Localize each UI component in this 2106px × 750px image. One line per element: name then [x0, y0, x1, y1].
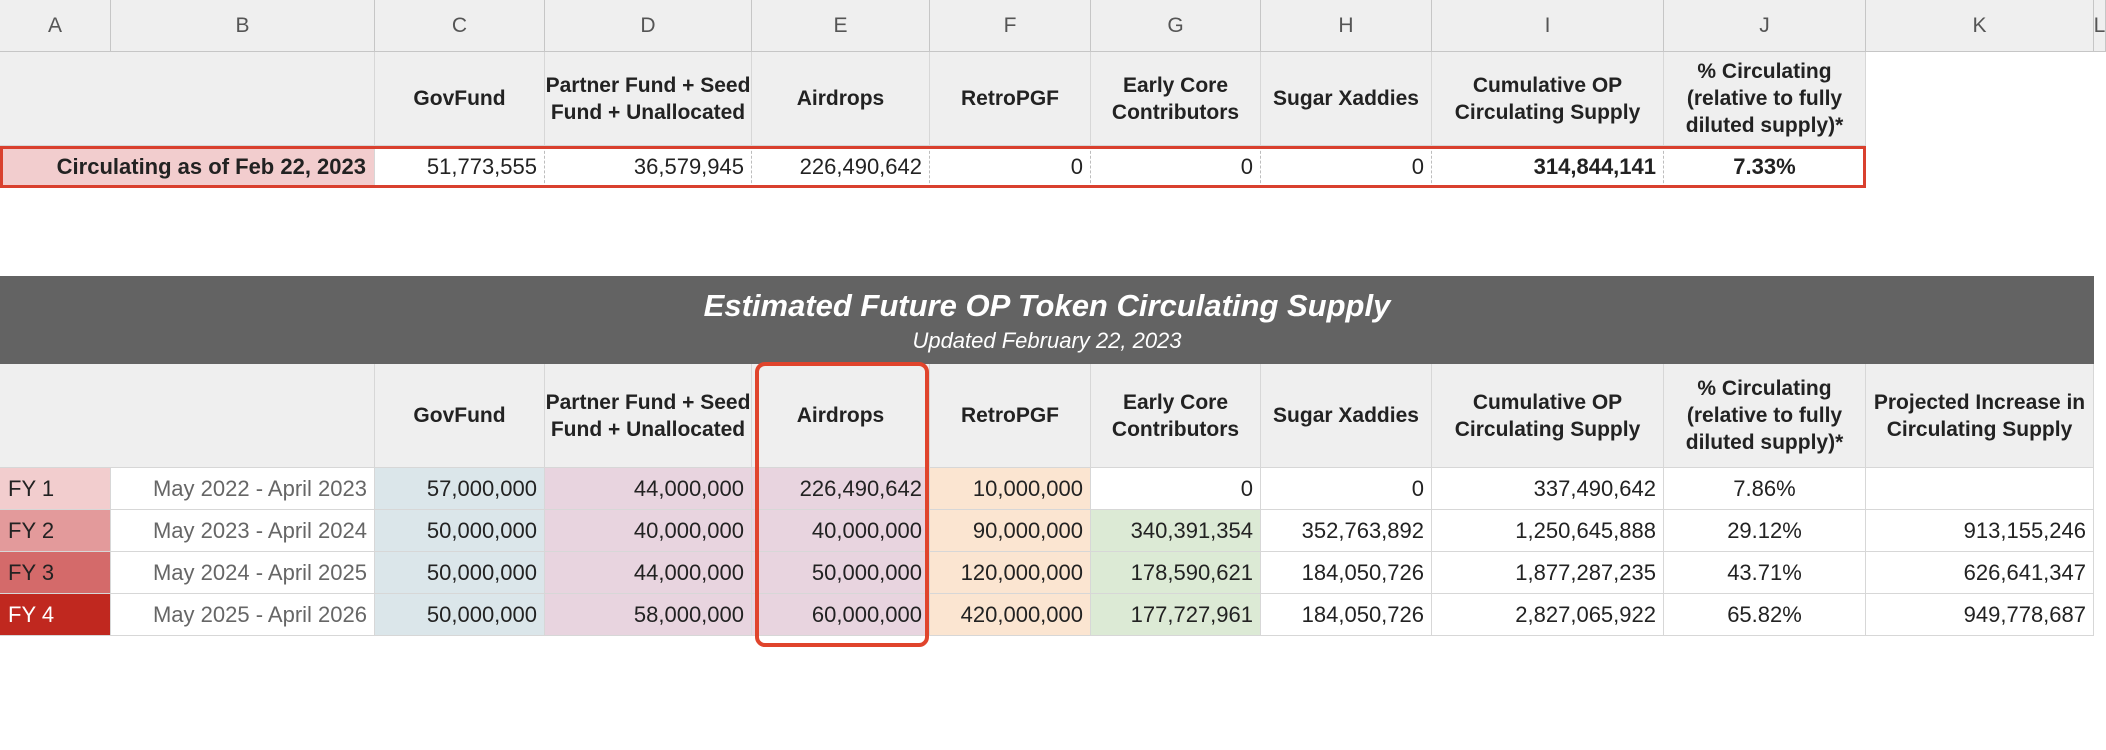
header2-early_core: Early Core Contributors — [1091, 364, 1261, 468]
header-sugar: Sugar Xaddies — [1261, 52, 1432, 146]
column-header-e[interactable]: E — [752, 0, 930, 52]
header2-partner_fund: Partner Fund + Seed Fund + Unallocated — [545, 364, 752, 468]
header2-retropgf: RetroPGF — [930, 364, 1091, 468]
fy-label: FY 2 — [0, 510, 111, 552]
fy-label: FY 3 — [0, 552, 111, 594]
current-value-govfund[interactable]: 51,773,555 — [375, 146, 545, 188]
current-value-partner_fund[interactable]: 36,579,945 — [545, 146, 752, 188]
cell-partner[interactable]: 44,000,000 — [545, 468, 752, 510]
cell-retro[interactable]: 120,000,000 — [930, 552, 1091, 594]
header-airdrops: Airdrops — [752, 52, 930, 146]
column-header-j[interactable]: J — [1664, 0, 1866, 52]
header2-cumulative: Cumulative OP Circulating Supply — [1432, 364, 1664, 468]
column-header-f[interactable]: F — [930, 0, 1091, 52]
cell-projected[interactable]: 626,641,347 — [1866, 552, 2094, 594]
current-value-cumulative[interactable]: 314,844,141 — [1432, 146, 1664, 188]
current-value-retropgf[interactable]: 0 — [930, 146, 1091, 188]
header-govfund: GovFund — [375, 52, 545, 146]
column-header-h[interactable]: H — [1261, 0, 1432, 52]
header-partner_fund: Partner Fund + Seed Fund + Unallocated — [545, 52, 752, 146]
header-cumulative: Cumulative OP Circulating Supply — [1432, 52, 1664, 146]
cell-early[interactable]: 340,391,354 — [1091, 510, 1261, 552]
cell-govfund[interactable]: 50,000,000 — [375, 510, 545, 552]
fy-period: May 2022 - April 2023 — [111, 468, 375, 510]
cell-retro[interactable]: 10,000,000 — [930, 468, 1091, 510]
column-header-l[interactable]: L — [2094, 0, 2106, 52]
cell-cumulative[interactable]: 1,250,645,888 — [1432, 510, 1664, 552]
table-title-banner: Estimated Future OP Token Circulating Su… — [0, 276, 2094, 364]
current-value-early_core[interactable]: 0 — [1091, 146, 1261, 188]
fy-period: May 2023 - April 2024 — [111, 510, 375, 552]
column-header-d[interactable]: D — [545, 0, 752, 52]
cell-cumulative[interactable]: 1,877,287,235 — [1432, 552, 1664, 594]
header-blank-ab — [0, 52, 375, 146]
cell-early[interactable]: 178,590,621 — [1091, 552, 1261, 594]
cell-pct[interactable]: 43.71% — [1664, 552, 1866, 594]
column-header-i[interactable]: I — [1432, 0, 1664, 52]
header2-projected: Projected Increase in Circulating Supply — [1866, 364, 2094, 468]
cell-early[interactable]: 177,727,961 — [1091, 594, 1261, 636]
cell-sugar[interactable]: 184,050,726 — [1261, 594, 1432, 636]
banner-subtitle: Updated February 22, 2023 — [912, 328, 1182, 353]
header2-pct_circ: % Circulating (relative to fully diluted… — [1664, 364, 1866, 468]
header-early_core: Early Core Contributors — [1091, 52, 1261, 146]
cell-partner[interactable]: 44,000,000 — [545, 552, 752, 594]
cell-sugar[interactable]: 184,050,726 — [1261, 552, 1432, 594]
cell-cumulative[interactable]: 2,827,065,922 — [1432, 594, 1664, 636]
cell-sugar[interactable]: 352,763,892 — [1261, 510, 1432, 552]
cell-partner[interactable]: 40,000,000 — [545, 510, 752, 552]
header2-sugar: Sugar Xaddies — [1261, 364, 1432, 468]
column-header-a[interactable]: A — [0, 0, 111, 52]
fy-label: FY 4 — [0, 594, 111, 636]
current-value-pct_circ[interactable]: 7.33% — [1664, 146, 1866, 188]
fy-period: May 2024 - April 2025 — [111, 552, 375, 594]
cell-airdrops[interactable]: 50,000,000 — [752, 552, 930, 594]
current-value-sugar[interactable]: 0 — [1261, 146, 1432, 188]
banner-title: Estimated Future OP Token Circulating Su… — [703, 288, 1391, 323]
current-value-airdrops[interactable]: 226,490,642 — [752, 146, 930, 188]
fy-period: May 2025 - April 2026 — [111, 594, 375, 636]
column-header-k[interactable]: K — [1866, 0, 2094, 52]
cell-retro[interactable]: 90,000,000 — [930, 510, 1091, 552]
current-row-label: Circulating as of Feb 22, 2023 — [0, 146, 375, 188]
header2-govfund: GovFund — [375, 364, 545, 468]
cell-govfund[interactable]: 57,000,000 — [375, 468, 545, 510]
header2-airdrops: Airdrops — [752, 364, 930, 468]
column-header-b[interactable]: B — [111, 0, 375, 52]
cell-retro[interactable]: 420,000,000 — [930, 594, 1091, 636]
cell-govfund[interactable]: 50,000,000 — [375, 594, 545, 636]
cell-projected[interactable]: 949,778,687 — [1866, 594, 2094, 636]
cell-partner[interactable]: 58,000,000 — [545, 594, 752, 636]
cell-pct[interactable]: 7.86% — [1664, 468, 1866, 510]
column-header-c[interactable]: C — [375, 0, 545, 52]
header2-blank-ab — [0, 364, 375, 468]
header-retropgf: RetroPGF — [930, 52, 1091, 146]
header-pct_circ: % Circulating (relative to fully diluted… — [1664, 52, 1866, 146]
cell-govfund[interactable]: 50,000,000 — [375, 552, 545, 594]
fy-label: FY 1 — [0, 468, 111, 510]
cell-projected[interactable]: 913,155,246 — [1866, 510, 2094, 552]
cell-sugar[interactable]: 0 — [1261, 468, 1432, 510]
cell-airdrops[interactable]: 226,490,642 — [752, 468, 930, 510]
cell-pct[interactable]: 29.12% — [1664, 510, 1866, 552]
cell-airdrops[interactable]: 60,000,000 — [752, 594, 930, 636]
cell-early[interactable]: 0 — [1091, 468, 1261, 510]
cell-projected[interactable] — [1866, 468, 2094, 510]
cell-pct[interactable]: 65.82% — [1664, 594, 1866, 636]
column-header-g[interactable]: G — [1091, 0, 1261, 52]
cell-cumulative[interactable]: 337,490,642 — [1432, 468, 1664, 510]
cell-airdrops[interactable]: 40,000,000 — [752, 510, 930, 552]
